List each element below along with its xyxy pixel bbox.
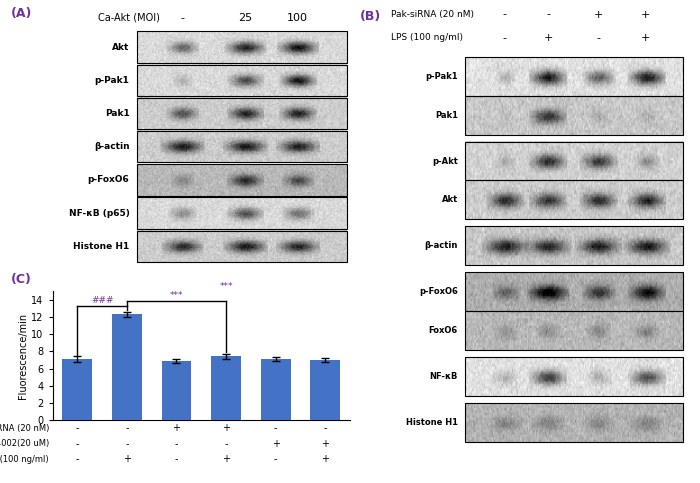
Text: -: - [323, 423, 327, 433]
Text: +: + [641, 10, 650, 20]
Bar [465, 96, 683, 135]
Text: NF-κB (p65): NF-κB (p65) [69, 209, 130, 218]
Text: NF-κB: NF-κB [429, 372, 458, 381]
Text: Histone H1: Histone H1 [74, 242, 130, 251]
Bar [136, 65, 346, 96]
Text: Pak1: Pak1 [435, 111, 458, 120]
Text: Pak-siRNA (20 nM): Pak-siRNA (20 nM) [391, 10, 474, 18]
Text: -: - [597, 33, 601, 43]
Text: -: - [76, 423, 79, 433]
Text: p-FoxO6: p-FoxO6 [88, 175, 130, 185]
Bar [465, 142, 683, 181]
Text: LY294002(20 uM): LY294002(20 uM) [0, 440, 49, 448]
Text: (C): (C) [10, 272, 32, 285]
Bar [465, 357, 683, 396]
Text: +: + [321, 455, 329, 465]
Text: -: - [76, 439, 79, 449]
Text: Pak-siRNA (20 nM): Pak-siRNA (20 nM) [0, 424, 49, 433]
Text: -: - [274, 423, 277, 433]
Text: -: - [224, 439, 228, 449]
Text: Histone H1: Histone H1 [406, 418, 458, 427]
Bar [465, 272, 683, 311]
Text: -: - [180, 13, 184, 23]
Bar [136, 31, 346, 63]
Text: p-Pak1: p-Pak1 [94, 76, 130, 85]
Text: (B): (B) [360, 10, 382, 23]
Text: (A): (A) [10, 7, 32, 20]
Text: Pak1: Pak1 [105, 109, 130, 118]
Text: β-actin: β-actin [424, 242, 458, 250]
Bar [136, 98, 346, 129]
Text: p-FoxO6: p-FoxO6 [419, 287, 458, 296]
Text: +: + [123, 455, 131, 465]
Text: LPS (100 ng/ml): LPS (100 ng/ml) [0, 455, 49, 464]
Bar [465, 403, 683, 442]
Text: ***: *** [219, 282, 233, 291]
Text: -: - [125, 423, 129, 433]
Bar [136, 131, 346, 162]
Text: p-Akt: p-Akt [432, 156, 458, 166]
Text: 25: 25 [238, 13, 252, 23]
Text: +: + [172, 423, 181, 433]
Bar [136, 164, 346, 196]
Text: -: - [175, 439, 178, 449]
Bar [465, 181, 683, 219]
Text: -: - [503, 33, 507, 43]
Text: Akt: Akt [112, 43, 130, 52]
Text: -: - [125, 439, 129, 449]
Text: -: - [547, 10, 550, 20]
Text: -: - [76, 455, 79, 465]
Bar [136, 198, 346, 229]
Text: -: - [274, 455, 277, 465]
Text: +: + [641, 33, 650, 43]
Text: FoxO6: FoxO6 [428, 326, 458, 335]
Text: +: + [272, 439, 279, 449]
Text: p-Pak1: p-Pak1 [425, 72, 458, 81]
Text: β-actin: β-actin [94, 142, 130, 151]
Text: -: - [175, 455, 178, 465]
Text: LPS (100 ng/ml): LPS (100 ng/ml) [391, 33, 463, 42]
Text: +: + [222, 423, 230, 433]
Text: -: - [503, 10, 507, 20]
Text: Ca-Akt (MOI): Ca-Akt (MOI) [98, 13, 160, 23]
Text: Akt: Akt [442, 195, 458, 204]
Text: +: + [321, 439, 329, 449]
Bar [465, 227, 683, 265]
Bar [136, 230, 346, 262]
Text: +: + [594, 10, 603, 20]
Bar [465, 311, 683, 350]
Text: 100: 100 [287, 13, 308, 23]
Text: +: + [544, 33, 553, 43]
Text: +: + [222, 455, 230, 465]
Bar [465, 57, 683, 96]
